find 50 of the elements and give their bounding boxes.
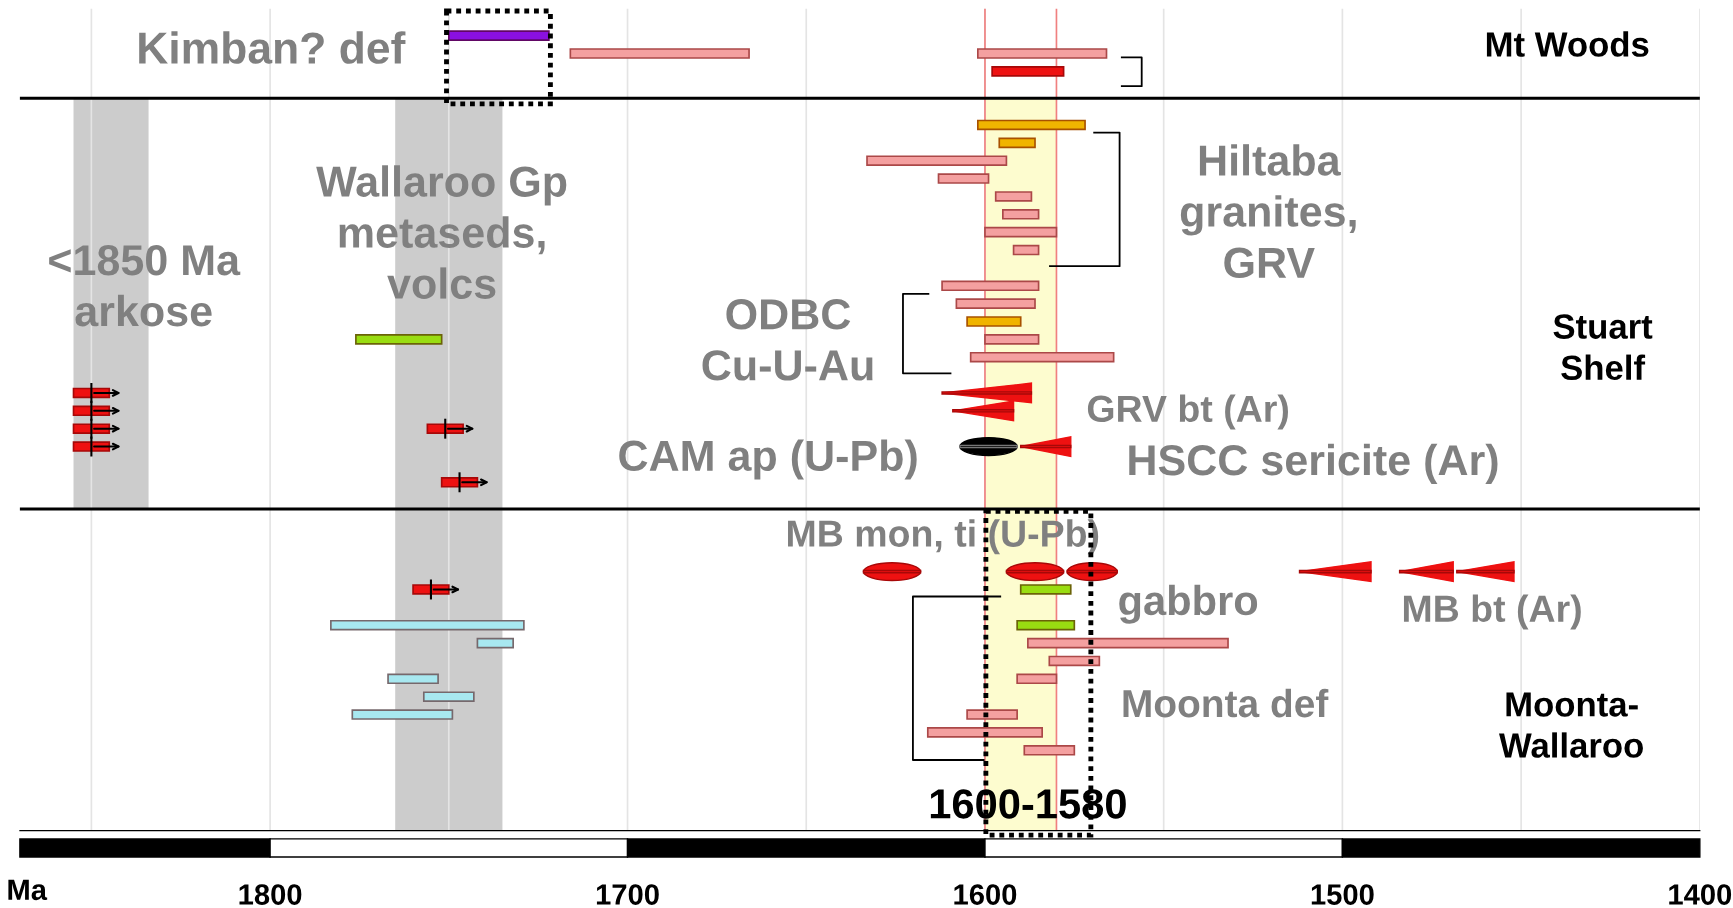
bar bbox=[984, 226, 1058, 238]
bar bbox=[422, 691, 475, 702]
bar bbox=[447, 30, 550, 41]
x-tick-label: 1600 bbox=[954, 884, 1017, 905]
bar bbox=[984, 334, 1040, 345]
x-tick-label: 1700 bbox=[596, 884, 659, 905]
x-tick-label: 1500 bbox=[1311, 884, 1374, 905]
bar bbox=[966, 316, 1022, 327]
x-tick-label: 1800 bbox=[239, 884, 302, 905]
annotation: Wallaroo Gp metaseds, volcs bbox=[316, 165, 567, 299]
bar bbox=[941, 280, 1040, 292]
bar bbox=[998, 137, 1036, 149]
x-axis-title: Ma bbox=[8, 879, 48, 901]
bar bbox=[1012, 244, 1040, 256]
bar bbox=[866, 155, 1008, 167]
bar bbox=[1027, 637, 1229, 649]
annotation: Mt Woods bbox=[1486, 31, 1649, 57]
annotation: Stuart Shelf bbox=[1553, 314, 1653, 381]
annotation: Kimban? def bbox=[139, 31, 406, 64]
bar bbox=[994, 191, 1033, 202]
bar bbox=[387, 673, 439, 685]
annotation: Hiltaba granites, GRV bbox=[1180, 144, 1356, 279]
annotation: Moonta def bbox=[1123, 688, 1329, 718]
bar bbox=[976, 119, 1086, 131]
bar bbox=[351, 709, 454, 720]
bar bbox=[937, 173, 990, 184]
x-tick-label: 1400 bbox=[1669, 884, 1732, 905]
annotation: GRV bt (Ar) bbox=[1087, 394, 1288, 430]
annotation: Moonta- Wallaroo bbox=[1499, 692, 1643, 758]
bar bbox=[1016, 619, 1076, 631]
bar bbox=[969, 351, 1115, 363]
bar bbox=[476, 637, 514, 649]
bar bbox=[330, 619, 525, 631]
bar bbox=[355, 334, 443, 345]
bar bbox=[955, 298, 1036, 309]
bar bbox=[569, 48, 750, 59]
bar bbox=[966, 709, 1018, 720]
annotation: CAM ap (U-Pb) bbox=[619, 439, 917, 480]
annotation: <1850 Ma arkose bbox=[49, 244, 241, 327]
bar bbox=[1023, 744, 1076, 756]
annotation: HSCC sericite (Ar) bbox=[1129, 443, 1498, 485]
annotation: ODBC Cu-U-Au bbox=[702, 299, 873, 381]
bar bbox=[1016, 673, 1058, 685]
bar bbox=[1002, 208, 1040, 220]
annotation: gabbro bbox=[1119, 584, 1258, 624]
bar bbox=[976, 48, 1108, 59]
bar bbox=[1048, 655, 1101, 667]
bar bbox=[926, 727, 1043, 738]
bar bbox=[991, 66, 1065, 77]
annotation: MB bt (Ar) bbox=[1403, 594, 1581, 630]
